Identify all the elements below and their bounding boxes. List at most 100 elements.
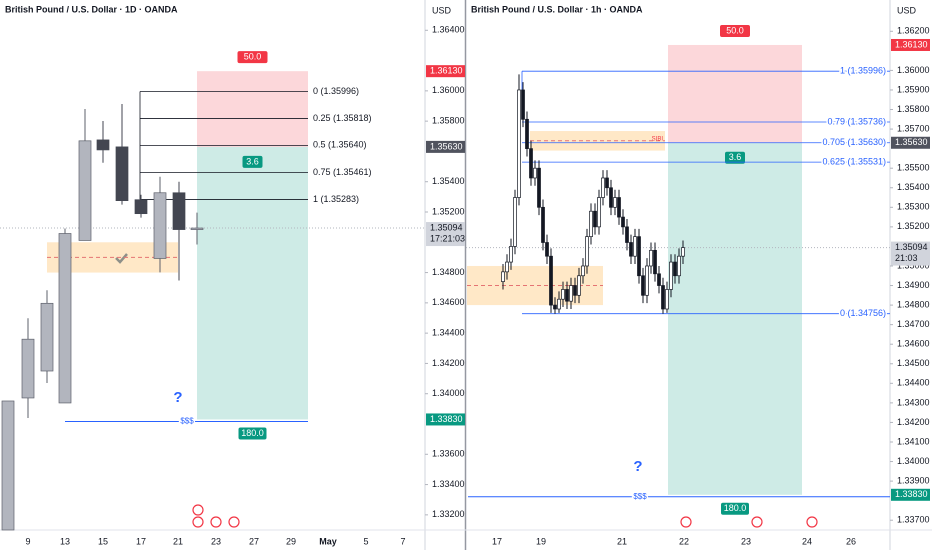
date-label: 23	[741, 536, 751, 546]
current-price-label: 1.35094	[895, 242, 928, 252]
price-tick-label: 1.34500	[897, 358, 930, 368]
candle-body	[517, 89, 521, 198]
stop-loss-zone	[197, 71, 308, 147]
fib-label: 0.75 (1.35461)	[313, 167, 372, 177]
candle-body	[115, 146, 129, 201]
price-tick-label: 1.33200	[432, 509, 465, 519]
candle-body	[585, 236, 589, 267]
price-tick-label: 1.35700	[897, 123, 930, 133]
candle-body	[561, 289, 565, 300]
price-tick-label: 1.36000	[432, 85, 465, 95]
zone-tag: SIBI	[652, 136, 664, 142]
fib-label: 0.5 (1.35640)	[313, 140, 367, 150]
price-tick-label: 1.34400	[432, 328, 465, 338]
candle-body	[1, 400, 15, 531]
order-block-zone	[530, 131, 665, 151]
price-tick-label: 1.34200	[897, 417, 930, 427]
pip-tag: 50.0	[244, 52, 262, 62]
price-tick-label: 1.34000	[897, 456, 930, 466]
candle-body	[589, 210, 593, 237]
price-marker-box	[426, 140, 465, 153]
countdown-label: 21:03	[895, 253, 918, 263]
price-marker-label: 1.33830	[430, 414, 463, 424]
candle-body	[673, 261, 677, 277]
candle-body	[605, 177, 609, 189]
candle-body	[58, 233, 72, 404]
candle-body	[609, 187, 613, 208]
pip-tag: 180.0	[724, 503, 747, 513]
candle-body	[533, 167, 537, 179]
candle-body	[541, 206, 545, 243]
price-marker-box	[891, 136, 930, 149]
candle-body	[529, 148, 533, 179]
candle-body	[677, 255, 681, 277]
chart-title: British Pound / U.S. Dollar · 1h · OANDA	[471, 4, 643, 14]
price-tick-label: 1.34900	[897, 280, 930, 290]
candle-body	[593, 210, 597, 228]
price-tick-label: 1.33600	[432, 449, 465, 459]
event-icon	[680, 516, 692, 528]
candle-body	[190, 227, 204, 230]
candle-body	[661, 285, 665, 310]
question-mark: ?	[633, 458, 642, 475]
pip-tag: 3.6	[729, 152, 742, 162]
fib-label: 0.25 (1.35818)	[313, 113, 372, 123]
currency-label: USD	[897, 5, 917, 15]
candle-body	[134, 199, 148, 215]
date-label: 26	[846, 536, 856, 546]
price-tick-label: 1.36200	[897, 26, 930, 36]
candle-body	[553, 304, 557, 310]
date-label: 24	[802, 536, 812, 546]
price-tick-label: 1.35400	[432, 176, 465, 186]
candle-body	[637, 236, 641, 277]
price-marker-box	[891, 488, 930, 501]
date-label: 21	[173, 536, 183, 546]
liquidity-label: $$$	[180, 417, 194, 426]
price-tick-label: 1.34100	[897, 436, 930, 446]
candle-body	[641, 275, 645, 296]
pip-tag: 50.0	[726, 25, 744, 35]
fib-label: 1 (1.35996)	[840, 66, 886, 76]
candle-body	[581, 265, 585, 277]
date-label: 17	[492, 536, 502, 546]
price-tick-label: 1.35800	[432, 116, 465, 126]
candle-body	[78, 140, 92, 241]
pip-tag-box	[238, 427, 267, 440]
price-marker-box	[426, 413, 465, 426]
pip-tag-box	[725, 151, 745, 164]
price-tick-label: 1.35900	[897, 84, 930, 94]
candle-body	[40, 302, 54, 372]
fib-label: 1 (1.35283)	[313, 194, 359, 204]
candle-body	[569, 285, 573, 302]
price-tick-label: 1.34000	[432, 388, 465, 398]
date-label: 7	[400, 536, 405, 546]
fib-label: 0 (1.35996)	[313, 86, 359, 96]
fib-label: 0.79 (1.35736)	[827, 116, 886, 126]
candle-body	[621, 216, 625, 228]
candle-body	[505, 261, 509, 273]
countdown-label: 17:21:03	[430, 233, 465, 243]
pip-tag: 3.6	[246, 156, 259, 166]
price-tick-label: 1.33700	[897, 515, 930, 525]
price-tick-label: 1.34700	[897, 319, 930, 329]
price-marker-box	[891, 38, 930, 51]
candle-body	[573, 285, 577, 296]
price-tick-label: 1.34800	[432, 267, 465, 277]
price-tick-label: 1.34600	[432, 297, 465, 307]
price-tick-label: 1.34300	[897, 397, 930, 407]
price-marker-box	[426, 65, 465, 78]
candle-body	[172, 192, 186, 230]
price-marker-label: 1.35630	[895, 137, 928, 147]
candle-body	[549, 255, 553, 306]
price-tick-label: 1.33400	[432, 479, 465, 489]
price-tick-label: 1.35200	[897, 221, 930, 231]
date-label: 23	[211, 536, 221, 546]
candle-body	[513, 197, 517, 247]
event-icon	[210, 516, 222, 528]
checkmark-icon	[115, 253, 128, 264]
candle-body	[577, 275, 581, 296]
candle-body	[653, 249, 657, 275]
price-tick-label: 1.35200	[432, 206, 465, 216]
date-label: 13	[60, 536, 70, 546]
